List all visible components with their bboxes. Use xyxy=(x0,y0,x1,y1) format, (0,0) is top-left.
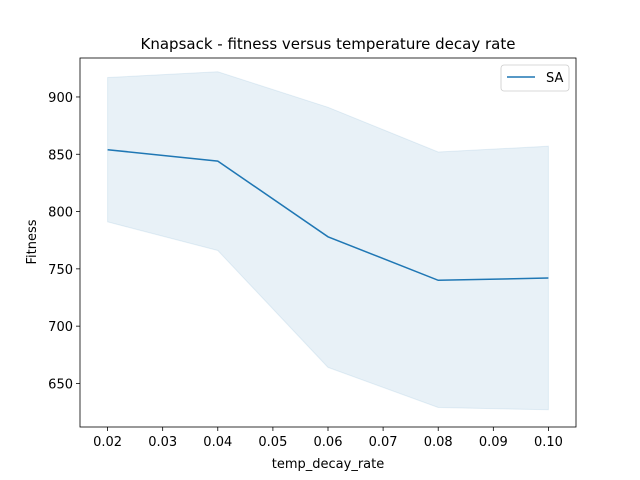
y-tick-label: 900 xyxy=(48,91,73,106)
x-tick-label: 0.02 xyxy=(93,435,122,450)
y-axis: 650 700 750 800 850 900 xyxy=(48,91,80,392)
confidence-band-sa xyxy=(107,71,549,411)
legend: SA xyxy=(500,64,570,92)
x-tick-label: 0.03 xyxy=(148,435,177,450)
y-tick-label: 800 xyxy=(48,206,73,221)
x-tick-label: 0.07 xyxy=(369,435,398,450)
y-tick-label: 700 xyxy=(48,320,73,335)
x-tick-label: 0.09 xyxy=(479,435,508,450)
x-tick-label: 0.10 xyxy=(534,435,563,450)
x-tick-label: 0.08 xyxy=(424,435,453,450)
x-axis: 0.02 0.03 0.04 0.05 0.06 0.07 0.08 0.09 0.10 xyxy=(93,427,563,450)
y-tick-label: 650 xyxy=(48,377,73,392)
x-tick-label: 0.06 xyxy=(314,435,343,450)
y-axis-label: Fitness xyxy=(25,219,40,264)
x-axis-label: temp_decay_rate xyxy=(272,457,384,472)
legend-box xyxy=(500,64,570,92)
x-tick-label: 0.04 xyxy=(203,435,232,450)
plot-area xyxy=(79,57,577,428)
x-tick-label: 0.05 xyxy=(258,435,287,450)
series-line-sa xyxy=(107,148,549,282)
y-tick-label: 750 xyxy=(48,263,73,278)
y-tick-label: 850 xyxy=(48,148,73,163)
legend-label-sa: SA xyxy=(546,71,563,86)
chart-title: Knapsack - fitness versus temperature de… xyxy=(141,35,516,53)
